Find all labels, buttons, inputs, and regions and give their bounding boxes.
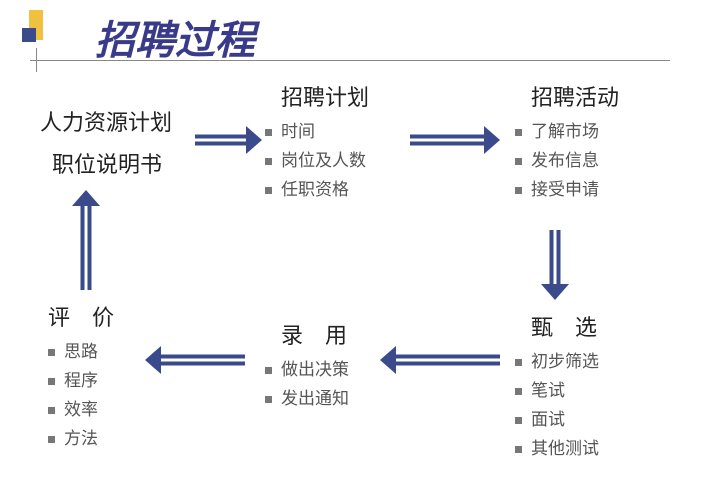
hr-to-plan — [195, 126, 262, 154]
list-item: 任职资格 — [265, 176, 369, 205]
node-recruit-activity: 招聘活动 了解市场 发布信息 接受申请 — [515, 80, 619, 205]
hire-list: 做出决策 发出通知 — [265, 356, 349, 414]
recruit-plan-list: 时间 岗位及人数 任职资格 — [265, 118, 369, 205]
list-item: 时间 — [265, 118, 369, 147]
node-selection: 甄 选 初步筛选 笔试 面试 其他测试 — [515, 310, 599, 464]
activity-to-sel — [541, 230, 569, 300]
hr-plan-title2: 职位说明书 — [40, 147, 172, 179]
list-item: 了解市场 — [515, 118, 619, 147]
title-underline-stub — [36, 48, 37, 72]
list-item: 做出决策 — [265, 356, 349, 385]
hire-title: 录 用 — [265, 318, 349, 350]
node-hire: 录 用 做出决策 发出通知 — [265, 318, 349, 414]
list-item: 效率 — [48, 396, 114, 425]
logo-blue-box — [22, 28, 36, 42]
list-item: 笔试 — [515, 377, 599, 406]
recruit-activity-list: 了解市场 发布信息 接受申请 — [515, 118, 619, 205]
list-item: 发出通知 — [265, 385, 349, 414]
list-item: 初步筛选 — [515, 348, 599, 377]
evaluate-list: 思路 程序 效率 方法 — [48, 338, 114, 454]
title-underline — [30, 60, 670, 61]
selection-title: 甄 选 — [515, 310, 599, 342]
list-item: 程序 — [48, 367, 114, 396]
plan-to-activity — [410, 126, 500, 154]
list-item: 岗位及人数 — [265, 147, 369, 176]
node-evaluate: 评 价 思路 程序 效率 方法 — [48, 300, 114, 454]
sel-to-hire — [380, 346, 500, 374]
evaluate-title: 评 价 — [48, 300, 114, 332]
list-item: 思路 — [48, 338, 114, 367]
hr-plan-title1: 人力资源计划 — [40, 105, 172, 137]
list-item: 其他测试 — [515, 435, 599, 464]
list-item: 接受申请 — [515, 176, 619, 205]
node-recruit-plan: 招聘计划 时间 岗位及人数 任职资格 — [265, 80, 369, 205]
list-item: 发布信息 — [515, 147, 619, 176]
node-hr-plan: 人力资源计划 职位说明书 — [40, 105, 172, 185]
selection-list: 初步筛选 笔试 面试 其他测试 — [515, 348, 599, 464]
eval-to-hr — [72, 190, 100, 290]
list-item: 面试 — [515, 406, 599, 435]
recruit-activity-title: 招聘活动 — [515, 80, 619, 112]
page-title: 招聘过程 — [95, 8, 255, 66]
recruit-plan-title: 招聘计划 — [265, 80, 369, 112]
list-item: 方法 — [48, 425, 114, 454]
hire-to-eval — [145, 346, 245, 374]
